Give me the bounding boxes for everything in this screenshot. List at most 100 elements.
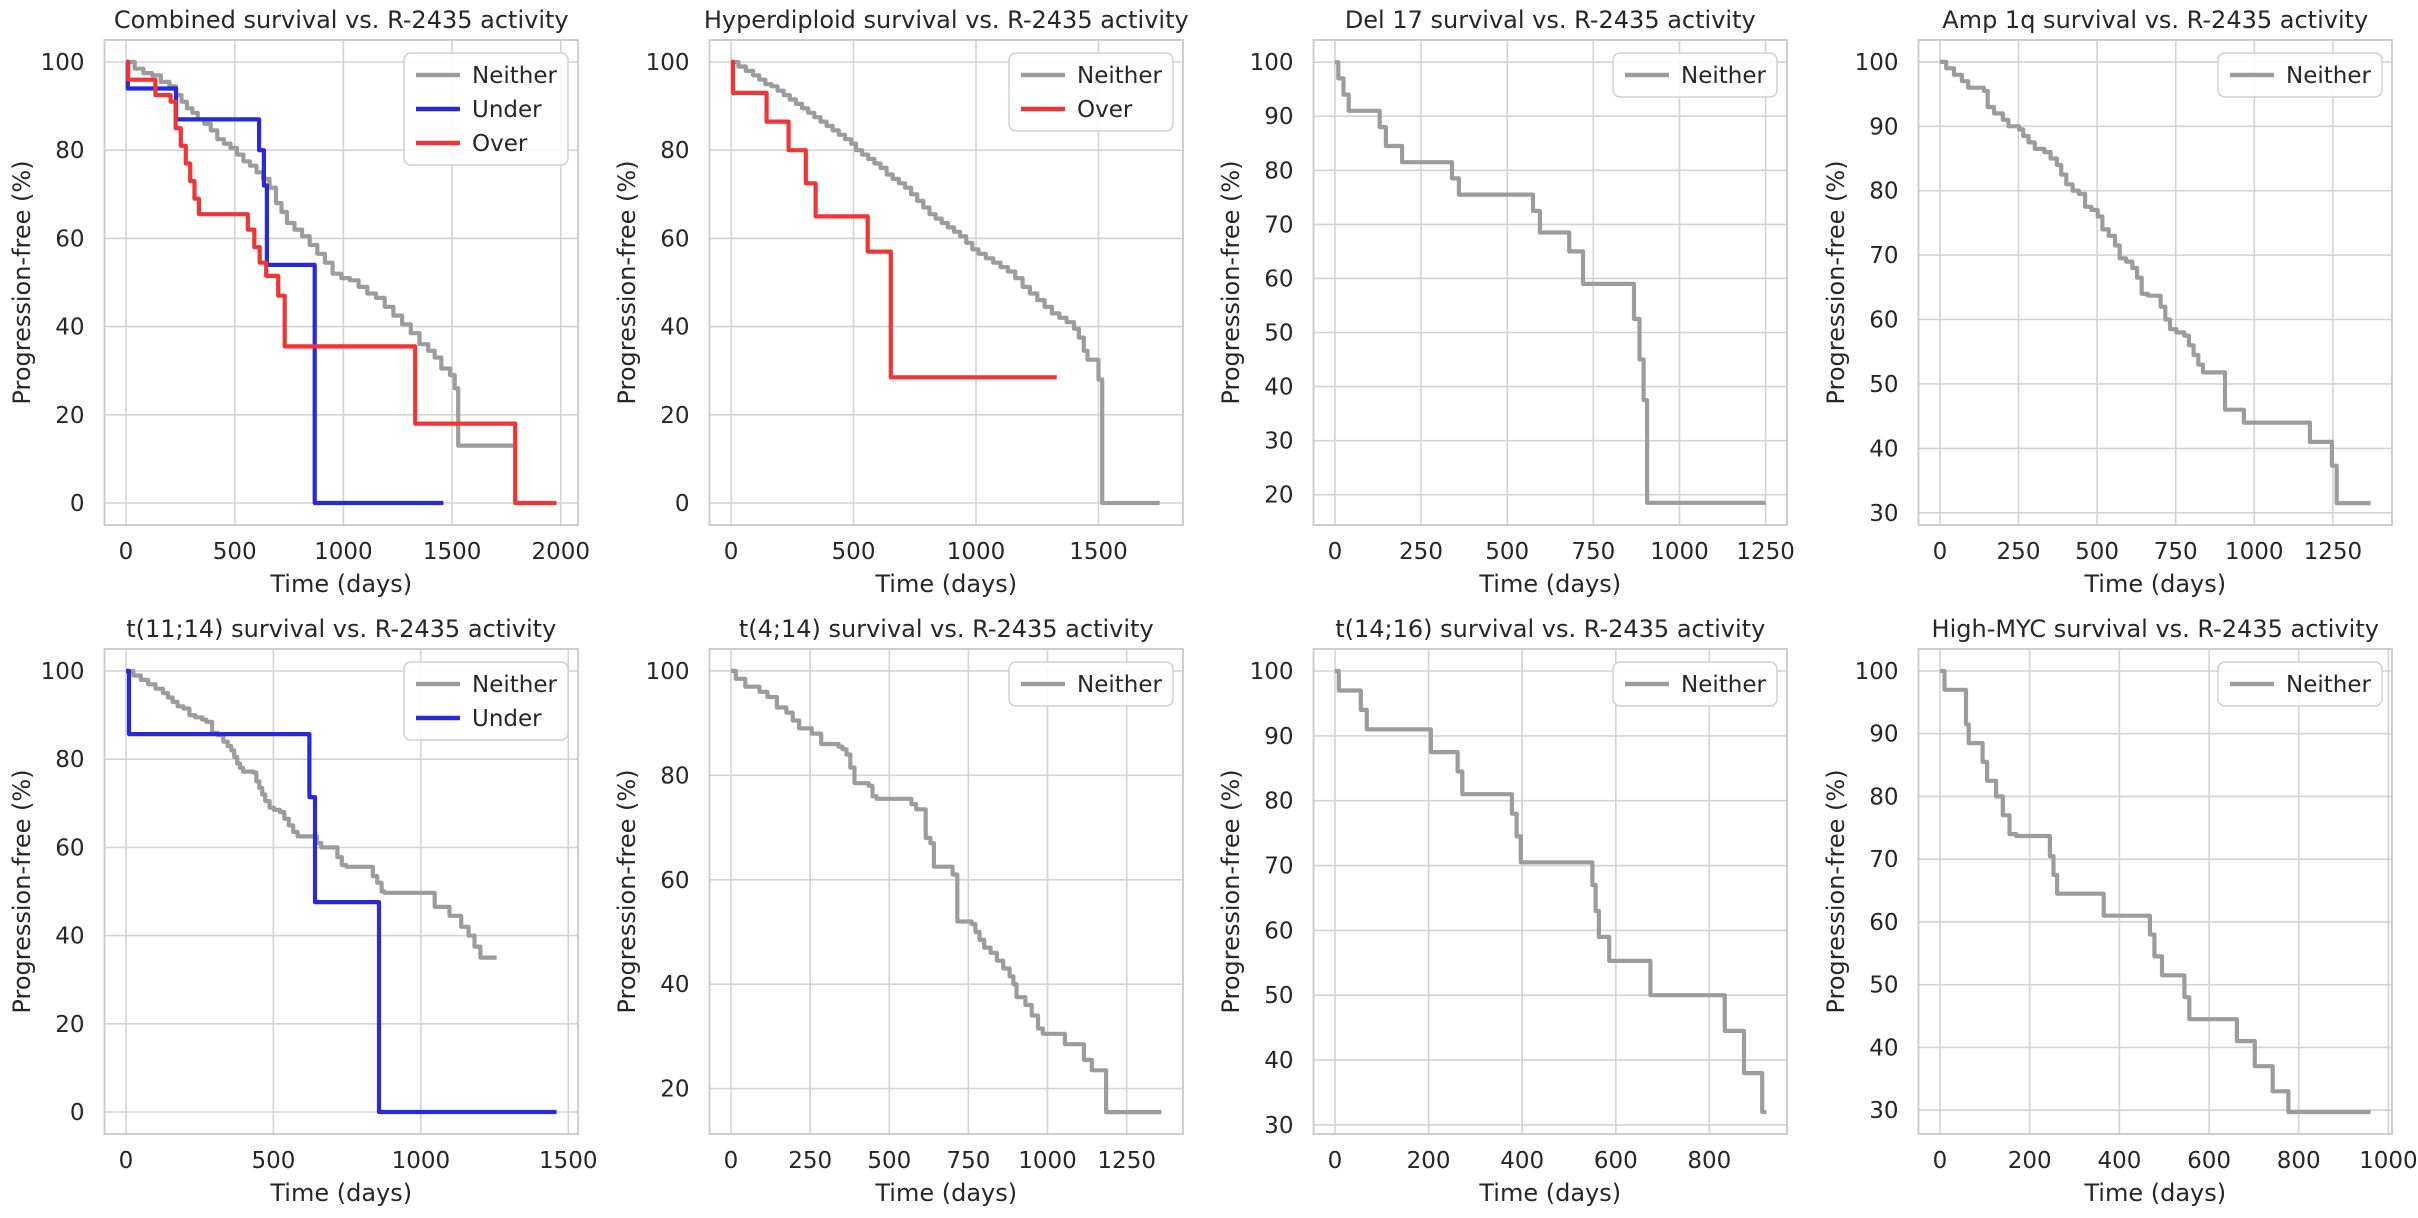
- y-axis-label: Progression-free (%): [8, 769, 36, 1013]
- axes-frame: [103, 39, 579, 526]
- legend-label-neither: Neither: [2286, 672, 2371, 698]
- legend-label-under: Under: [472, 706, 542, 732]
- x-tick-label: 500: [831, 539, 875, 565]
- legend: Neither: [2216, 661, 2383, 707]
- x-tick-label: 1000: [314, 539, 373, 565]
- x-tick-label: 750: [2153, 539, 2197, 565]
- x-tick-label: 0: [1932, 1148, 1947, 1174]
- legend-label-neither: Neither: [2286, 63, 2371, 89]
- x-tick-label: 600: [1594, 1148, 1638, 1174]
- x-tick-label: 0: [1328, 539, 1343, 565]
- subplot-t4-14: 0 250 500 750 1000 1250 20 40 60 80 100 Time (days)…: [605, 609, 1210, 1218]
- y-tick-label: 60: [1869, 910, 1898, 936]
- legend-box: [1007, 52, 1174, 132]
- x-tick-label: 500: [251, 1148, 295, 1174]
- legend-label-neither: Neither: [472, 63, 557, 89]
- x-tick-label: 250: [1996, 539, 2040, 565]
- x-tick-label: 1250: [1736, 539, 1795, 565]
- subplot-del17: 0 250 500 750 1000 1250 20 30 40 50 60 70 80 90 100 Tim…: [1209, 0, 1814, 609]
- chart-combined: 0 500 1000 1500 2000 0 20 40 60 80 100 Time (days) P…: [8, 6, 590, 598]
- subplot-t11-14: 0 500 1000 1500 0 20 40 60 80 100 Time (days) Progr…: [0, 609, 605, 1218]
- legend-box: [1612, 661, 1778, 707]
- subplot-combined: 0 500 1000 1500 2000 0 20 40 60 80 100 Time (days) P…: [0, 0, 605, 609]
- y-tick-labels: 0 20 40 60 80 100: [41, 50, 85, 517]
- x-tick-label: 500: [867, 1148, 911, 1174]
- x-axis-label: Time (days): [874, 570, 1017, 598]
- y-tick-label: 40: [1264, 1048, 1293, 1074]
- x-tick-label: 400: [2097, 1148, 2141, 1174]
- chart-high-myc: 0 200 400 600 800 1000 30 40 50 60 70 80 90 100 Time (…: [1822, 615, 2418, 1207]
- y-tick-labels: 0 20 40 60 80 100: [41, 659, 85, 1126]
- axes-frame: [1917, 648, 2393, 1135]
- x-tick-label: 0: [1932, 539, 1947, 565]
- legend-label-neither: Neither: [1077, 63, 1162, 89]
- y-tick-label: 50: [1869, 372, 1898, 398]
- y-axis-label: Progression-free (%): [613, 769, 641, 1013]
- legend-label-over: Over: [1077, 97, 1133, 123]
- x-tick-label: 1000: [946, 539, 1005, 565]
- legend-label-neither: Neither: [1681, 672, 1766, 698]
- chart-amp1q: 0 250 500 750 1000 1250 30 40 50 60 70 80 90 100 Time …: [1822, 6, 2393, 598]
- x-tick-label: 200: [2007, 1148, 2051, 1174]
- x-tick-labels: 0 250 500 750 1000 1250: [1328, 539, 1795, 565]
- x-tick-label: 500: [1485, 539, 1529, 565]
- legend: Neither Over: [1007, 52, 1174, 132]
- axes-frame: [1312, 39, 1788, 526]
- y-tick-label: 80: [1264, 158, 1293, 184]
- y-tick-label: 30: [1869, 501, 1898, 527]
- x-tick-label: 600: [2187, 1148, 2231, 1174]
- x-axis-label: Time (days): [1478, 570, 1621, 598]
- x-axis-label: Time (days): [1478, 1179, 1621, 1207]
- y-axis-label: Progression-free (%): [1217, 769, 1245, 1013]
- legend: Neither: [2216, 52, 2383, 98]
- y-tick-label: 60: [660, 226, 689, 252]
- x-tick-label: 0: [1328, 1148, 1343, 1174]
- y-axis-label: Progression-free (%): [8, 160, 36, 404]
- y-tick-label: 80: [55, 138, 84, 164]
- y-tick-labels: 0 20 40 60 80 100: [645, 50, 689, 517]
- y-tick-label: 40: [660, 972, 689, 998]
- axes-frame: [708, 648, 1184, 1135]
- x-tick-label: 1250: [2303, 539, 2362, 565]
- y-tick-label: 100: [645, 50, 689, 76]
- y-tick-label: 70: [1869, 847, 1898, 873]
- y-tick-label: 90: [1869, 722, 1898, 748]
- gridlines: [1313, 40, 1787, 525]
- y-tick-label: 60: [55, 226, 84, 252]
- y-tick-label: 20: [1264, 483, 1293, 509]
- legend-box: [403, 52, 569, 166]
- legend: Neither: [1612, 52, 1778, 98]
- y-tick-label: 40: [1869, 1035, 1898, 1061]
- y-tick-label: 80: [1264, 789, 1293, 815]
- y-tick-label: 90: [1264, 724, 1293, 750]
- legend-label-neither: Neither: [1681, 63, 1766, 89]
- y-tick-labels: 20 40 60 80 100: [645, 659, 689, 1103]
- series-line-neither: [730, 668, 1161, 1115]
- x-axis-label: Time (days): [2083, 1179, 2226, 1207]
- chart-t4-14: 0 250 500 750 1000 1250 20 40 60 80 100 Time (days)…: [613, 615, 1184, 1207]
- subplot-t14-16: 0 200 400 600 800 30 40 50 60 70 80 90 100 Time (days…: [1209, 609, 1814, 1218]
- series-line-over: [126, 59, 557, 506]
- y-tick-label: 100: [1854, 659, 1898, 685]
- chart-title: High-MYC survival vs. R-2435 activity: [1931, 615, 2378, 643]
- y-tick-label: 40: [1264, 375, 1293, 401]
- axes-frame: [1917, 39, 2393, 526]
- y-tick-label: 60: [660, 868, 689, 894]
- x-tick-label: 0: [119, 1148, 134, 1174]
- x-tick-labels: 0 500 1000 1500: [723, 539, 1127, 565]
- chart-title: t(14;16) survival vs. R-2435 activity: [1335, 615, 1765, 643]
- x-tick-label: 250: [1399, 539, 1443, 565]
- y-tick-label: 60: [1264, 266, 1293, 292]
- legend-box: [2216, 661, 2383, 707]
- y-tick-label: 80: [660, 763, 689, 789]
- series-line-neither: [730, 59, 1160, 506]
- y-tick-label: 100: [1250, 659, 1294, 685]
- series-line-neither: [126, 668, 497, 960]
- axes-frame: [1312, 648, 1788, 1135]
- x-tick-label: 750: [1571, 539, 1615, 565]
- y-tick-label: 20: [55, 1012, 84, 1038]
- x-tick-labels: 0 250 500 750 1000 1250: [1932, 539, 2362, 565]
- y-tick-label: 100: [645, 659, 689, 685]
- y-tick-label: 0: [70, 491, 85, 517]
